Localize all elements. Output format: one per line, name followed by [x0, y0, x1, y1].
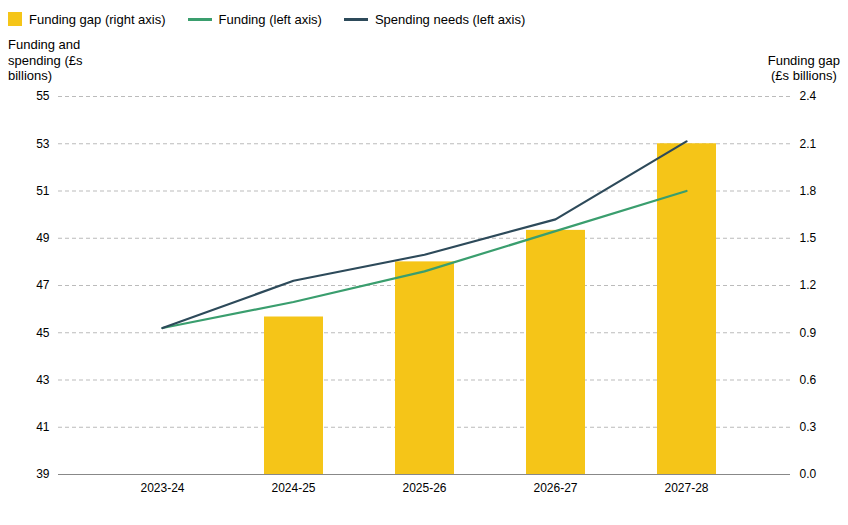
svg-text:45: 45: [36, 326, 50, 340]
html-text:Funding gap (right axis): Funding gap (right axis): [29, 11, 166, 27]
svg-text:49: 49: [36, 231, 50, 245]
html-text:Spending needs (left axis): Spending needs (left axis): [374, 11, 526, 27]
svg-text:2027-28: 2027-28: [664, 481, 708, 495]
svg-text:2024-25: 2024-25: [271, 481, 315, 495]
svg-text:0.9: 0.9: [800, 326, 817, 340]
svg-text:1.5: 1.5: [800, 231, 817, 245]
svg-text:2026-27: 2026-27: [533, 481, 577, 495]
svg-text:39: 39: [36, 467, 50, 481]
svg-text:0.3: 0.3: [800, 420, 817, 434]
svg-text:1.8: 1.8: [800, 184, 817, 198]
svg-text:47: 47: [36, 278, 50, 292]
svg-text:55: 55: [36, 89, 50, 103]
svg-text:0.0: 0.0: [800, 467, 817, 481]
svg-text:53: 53: [36, 137, 50, 151]
svg-text:41: 41: [36, 420, 50, 434]
html-text:Funding (left axis): Funding (left axis): [218, 11, 322, 27]
svg-text:2.4: 2.4: [800, 89, 817, 103]
svg-text:2025-26: 2025-26: [402, 481, 446, 495]
svg-text:2.1: 2.1: [800, 137, 817, 151]
svg-text:2023-24: 2023-24: [140, 481, 184, 495]
svg-text:51: 51: [36, 184, 50, 198]
svg-text:0.6: 0.6: [800, 373, 817, 387]
svg-text:43: 43: [36, 373, 50, 387]
html-text:Funding and spending (£s billi: Funding and spending (£s billions): [8, 37, 83, 84]
html-text:Funding gap (£s billions): Funding gap (£s billions): [767, 52, 840, 84]
svg-text:1.2: 1.2: [800, 278, 817, 292]
